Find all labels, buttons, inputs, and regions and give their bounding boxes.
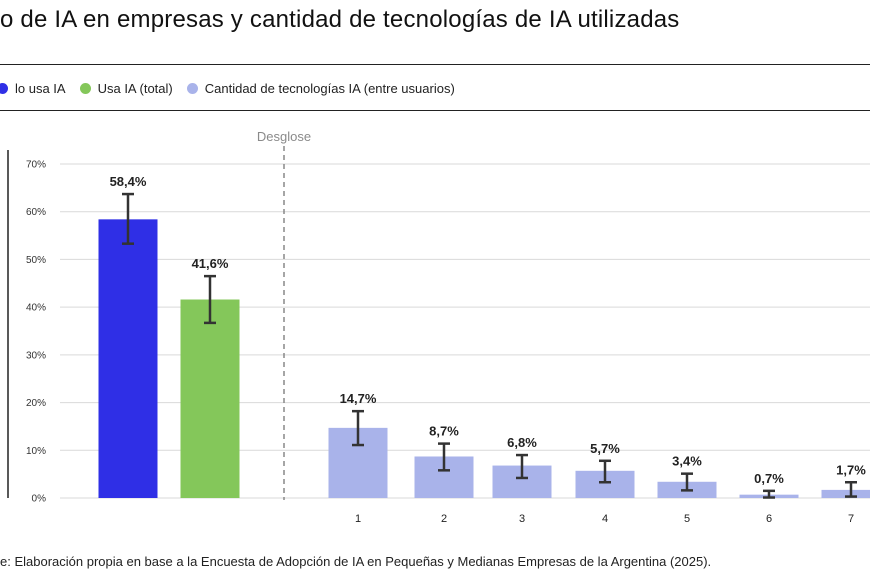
legend-item-usa-ia: Usa IA (total)	[79, 80, 173, 96]
legend-swatch-usa-ia	[79, 82, 91, 94]
legend-item-cantidad-tecnologias: Cantidad de tecnologías IA (entre usuari…	[186, 80, 455, 96]
y-tick-label: 0%	[32, 494, 47, 505]
y-tick-label: 50%	[26, 255, 46, 266]
x-tick-label: 2	[441, 513, 447, 525]
y-tick-label: 60%	[26, 207, 46, 218]
x-tick-label: 3	[519, 513, 525, 525]
x-tick-label: 1	[355, 513, 361, 525]
data-label: 1,7%	[836, 462, 866, 477]
legend-swatch-cantidad-tecnologias	[186, 82, 198, 94]
legend-divider	[0, 110, 870, 111]
legend-label-usa-ia: Usa IA (total)	[97, 80, 173, 96]
y-tick-label: 30%	[26, 350, 46, 361]
x-tick-label: 5	[684, 513, 690, 525]
data-label: 5,7%	[590, 441, 620, 456]
data-label: 58,4%	[110, 174, 147, 189]
data-label: 6,8%	[507, 435, 537, 450]
y-tick-label: 10%	[26, 446, 46, 457]
y-tick-label: 70%	[26, 160, 46, 171]
bar	[98, 219, 158, 498]
legend-label-no-usa-ia: lo usa IA	[15, 80, 66, 96]
bar	[821, 489, 870, 498]
legend-swatch-no-usa-ia	[0, 82, 8, 94]
data-label: 3,4%	[672, 454, 702, 469]
legend: lo usa IA Usa IA (total) Cantidad de tec…	[0, 78, 469, 98]
source-note: e: Elaboración propia en base a la Encue…	[0, 554, 712, 569]
data-label: 14,7%	[340, 391, 377, 406]
y-tick-label: 20%	[26, 398, 46, 409]
chart-title: o de IA en empresas y cantidad de tecnol…	[0, 6, 680, 33]
x-tick-label: 7	[848, 513, 854, 525]
data-label: 8,7%	[429, 424, 459, 439]
title-divider	[0, 64, 870, 65]
legend-item-no-usa-ia: lo usa IA	[0, 81, 66, 96]
y-tick-label: 40%	[26, 303, 46, 314]
data-label: 41,6%	[192, 256, 229, 271]
bar	[180, 299, 240, 498]
data-label: 0,7%	[754, 471, 784, 486]
bar-chart: 0% 10% 20% 30% 40% 50% 60% 70% Desglose 58,4% 41,6…	[7, 129, 870, 525]
legend-label-cantidad-tecnologias: Cantidad de tecnologías IA (entre usuari…	[204, 80, 455, 96]
x-tick-label: 4	[602, 513, 608, 525]
desglose-label: Desglose	[257, 129, 311, 144]
x-tick-label: 6	[766, 513, 772, 525]
